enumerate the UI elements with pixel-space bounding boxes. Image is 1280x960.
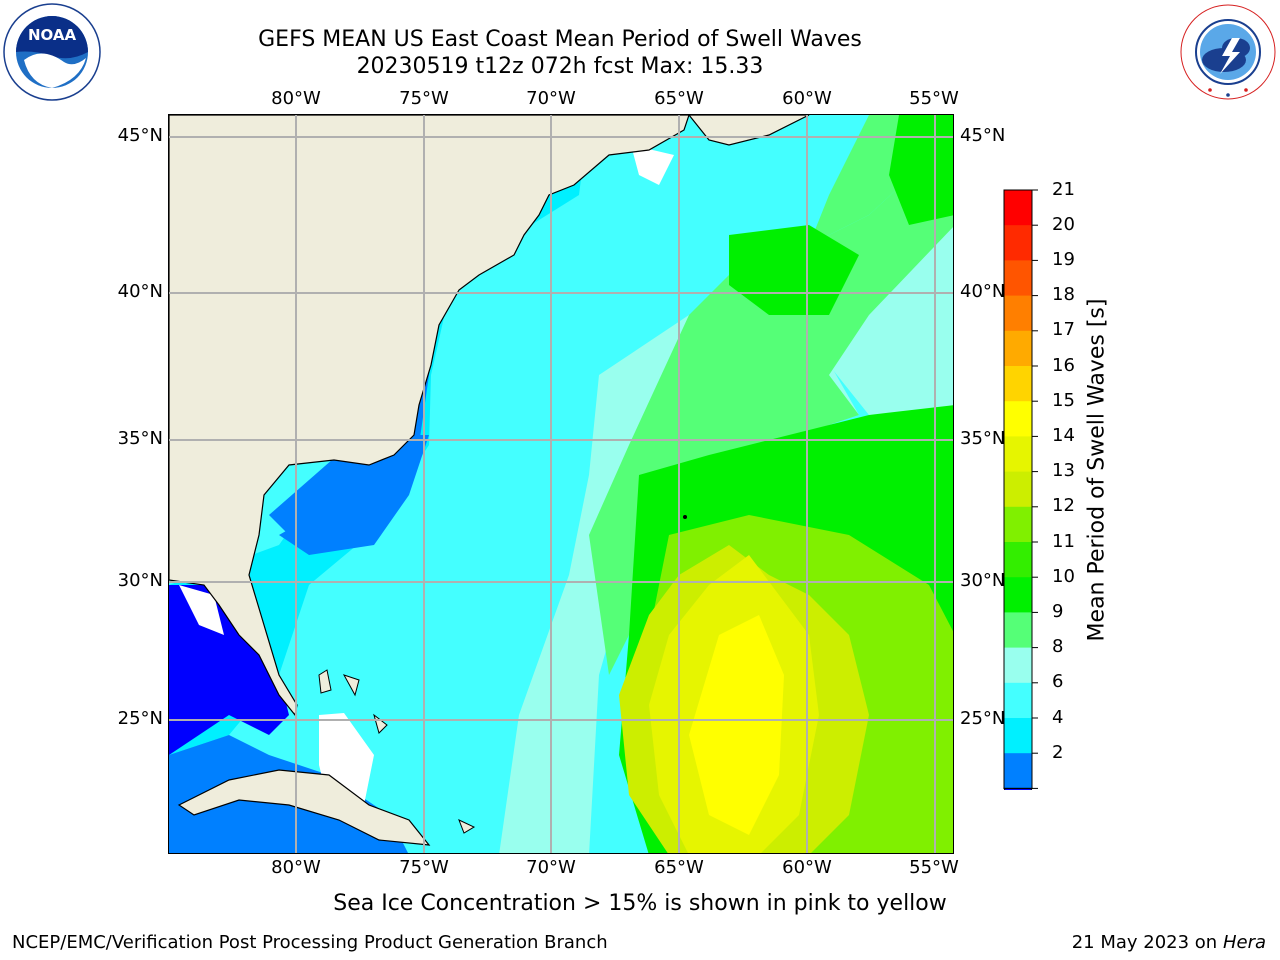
colorbar-swatch [1004,577,1032,613]
land-hispaniola-edge [458,819,476,834]
colorbar-tick: 16 [1052,355,1075,376]
colorbar-swatch [1004,471,1032,508]
ocean-field-10-11s-c [889,115,953,225]
colorbar-swatch [1004,647,1032,684]
colorbar-tick: 2 [1052,742,1064,763]
lon-label-top: 60°W [782,88,832,109]
colorbar-tick: 17 [1052,319,1075,340]
colorbar-swatch [1004,542,1032,578]
footer-date-text: 21 May 2023 on [1071,932,1218,953]
lon-label-top: 75°W [399,88,449,109]
land-bahamas [318,669,332,694]
footer-date: 21 May 2023 on Hera [1072,932,1266,954]
map-area [168,114,954,854]
colorbar-swatch [1004,190,1032,226]
lat-label-left: 25°N [117,708,163,729]
colorbar-tick: 18 [1052,284,1075,305]
lon-label-bottom: 60°W [782,857,832,878]
land-us-east-coast [169,115,690,717]
noaa-logo-text: NOAA [28,26,77,44]
colorbar-swatch [1004,506,1032,543]
lat-label-right: 35°N [960,428,1006,449]
lat-label-right: 40°N [960,281,1006,302]
lat-label-right: 45°N [960,125,1006,146]
colorbar-tick: 19 [1052,249,1075,270]
colorbar-tick: 21 [1052,179,1075,200]
lon-label-bottom: 80°W [271,857,321,878]
land-bahamas-b [342,674,360,697]
chart-title: GEFS MEAN US East Coast Mean Period of S… [258,27,862,52]
colorbar-tick: 4 [1052,707,1064,728]
sea-ice-note: Sea Ice Concentration > 15% is shown in … [333,891,947,916]
lat-label-left: 40°N [117,281,163,302]
colorbar-tick: 15 [1052,390,1075,411]
colorbar-swatch [1004,436,1032,473]
colorbar-swatch [1004,612,1032,649]
chart-subtitle: 20230519 t12z 072h fcst Max: 15.33 [356,54,764,79]
colorbar-tick: 14 [1052,425,1075,446]
lat-label-left: 35°N [117,428,163,449]
ocean-field-lt2s [169,585,289,755]
lon-label-bottom: 75°W [399,857,449,878]
colorbar-tick: 13 [1052,460,1075,481]
land-cuba [177,769,431,846]
colorbar-swatch [1004,366,1032,402]
colorbar-label: Mean Period of Swell Waves [s] [1084,298,1110,642]
lon-label-bottom: 55°W [909,857,959,878]
lat-label-right: 30°N [960,570,1006,591]
footer-credit: NCEP/EMC/Verification Post Processing Pr… [12,932,608,953]
colorbar-tick: 10 [1052,566,1075,587]
ocean-field-14-15s [689,615,784,835]
colorbar-swatches [1003,189,1038,816]
colorbar-swatch [1004,753,1032,789]
colorbar-swatch [1004,225,1032,261]
swell-period-map [169,115,953,853]
colorbar-tick: 11 [1052,531,1075,552]
lon-label-top: 80°W [271,88,321,109]
colorbar-tick: 12 [1052,495,1075,516]
colorbar-swatch [1004,260,1032,297]
noaa-logo: NOAA [2,2,102,106]
colorbar-tick: 9 [1052,601,1064,622]
colorbar-tick: 20 [1052,214,1075,235]
colorbar-swatch [1004,718,1032,754]
colorbar-tick: 8 [1052,636,1064,657]
lon-label-bottom: 70°W [526,857,576,878]
lon-label-bottom: 65°W [654,857,704,878]
no-data-area-c [631,145,674,185]
colorbar-swatch [1004,330,1032,367]
ocean-field-2-4s-b [279,435,429,555]
lon-label-top: 65°W [654,88,704,109]
colorbar-swatch [1004,401,1032,437]
lat-label-right: 25°N [960,708,1006,729]
nws-logo [1178,2,1278,106]
colorbar-frame [1003,189,1033,789]
lat-label-left: 45°N [117,125,163,146]
graticule [169,115,953,853]
colorbar-tick: 6 [1052,671,1064,692]
lon-label-top: 55°W [909,88,959,109]
ocean-field-9-10s [589,136,953,675]
lat-label-left: 30°N [117,570,163,591]
lon-label-top: 70°W [526,88,576,109]
colorbar-swatch [1004,295,1032,332]
colorbar [990,180,1050,816]
footer-machine: Hera [1222,932,1266,953]
land-bermuda [683,515,687,519]
colorbar-swatch [1004,682,1032,719]
